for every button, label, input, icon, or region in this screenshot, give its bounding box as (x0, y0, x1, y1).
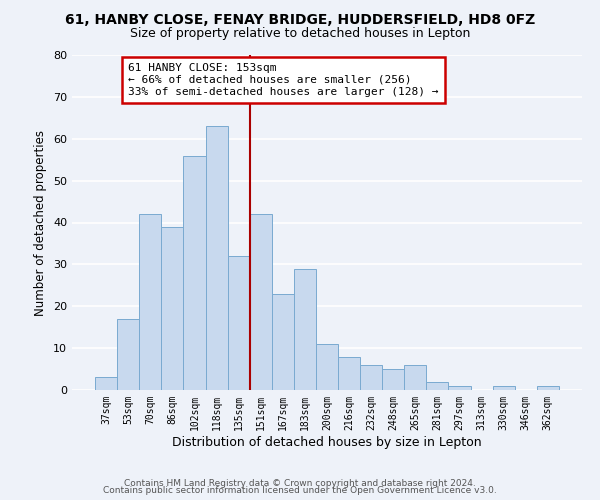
Bar (161, 226, 184, 390)
Bar (250, 214, 272, 390)
Bar (117, 319, 139, 390)
X-axis label: Distribution of detached houses by size in Lepton: Distribution of detached houses by size … (172, 436, 482, 448)
Bar (316, 344, 338, 390)
Bar (272, 294, 294, 390)
Bar (360, 365, 382, 390)
Bar (427, 382, 448, 390)
Text: 61, HANBY CLOSE, FENAY BRIDGE, HUDDERSFIELD, HD8 0FZ: 61, HANBY CLOSE, FENAY BRIDGE, HUDDERSFI… (65, 12, 535, 26)
Bar (382, 369, 404, 390)
Bar (139, 214, 161, 390)
Bar (184, 156, 206, 390)
Text: Size of property relative to detached houses in Lepton: Size of property relative to detached ho… (130, 28, 470, 40)
Bar (95, 378, 117, 390)
Y-axis label: Number of detached properties: Number of detached properties (34, 130, 47, 316)
Text: Contains public sector information licensed under the Open Government Licence v3: Contains public sector information licen… (103, 486, 497, 495)
Bar (338, 356, 360, 390)
Bar (493, 386, 515, 390)
Text: 61 HANBY CLOSE: 153sqm
← 66% of detached houses are smaller (256)
33% of semi-de: 61 HANBY CLOSE: 153sqm ← 66% of detached… (128, 64, 439, 96)
Bar (404, 365, 427, 390)
Bar (537, 386, 559, 390)
Text: Contains HM Land Registry data © Crown copyright and database right 2024.: Contains HM Land Registry data © Crown c… (124, 478, 476, 488)
Bar (294, 268, 316, 390)
Bar (206, 126, 227, 390)
Bar (227, 256, 250, 390)
Bar (448, 386, 470, 390)
